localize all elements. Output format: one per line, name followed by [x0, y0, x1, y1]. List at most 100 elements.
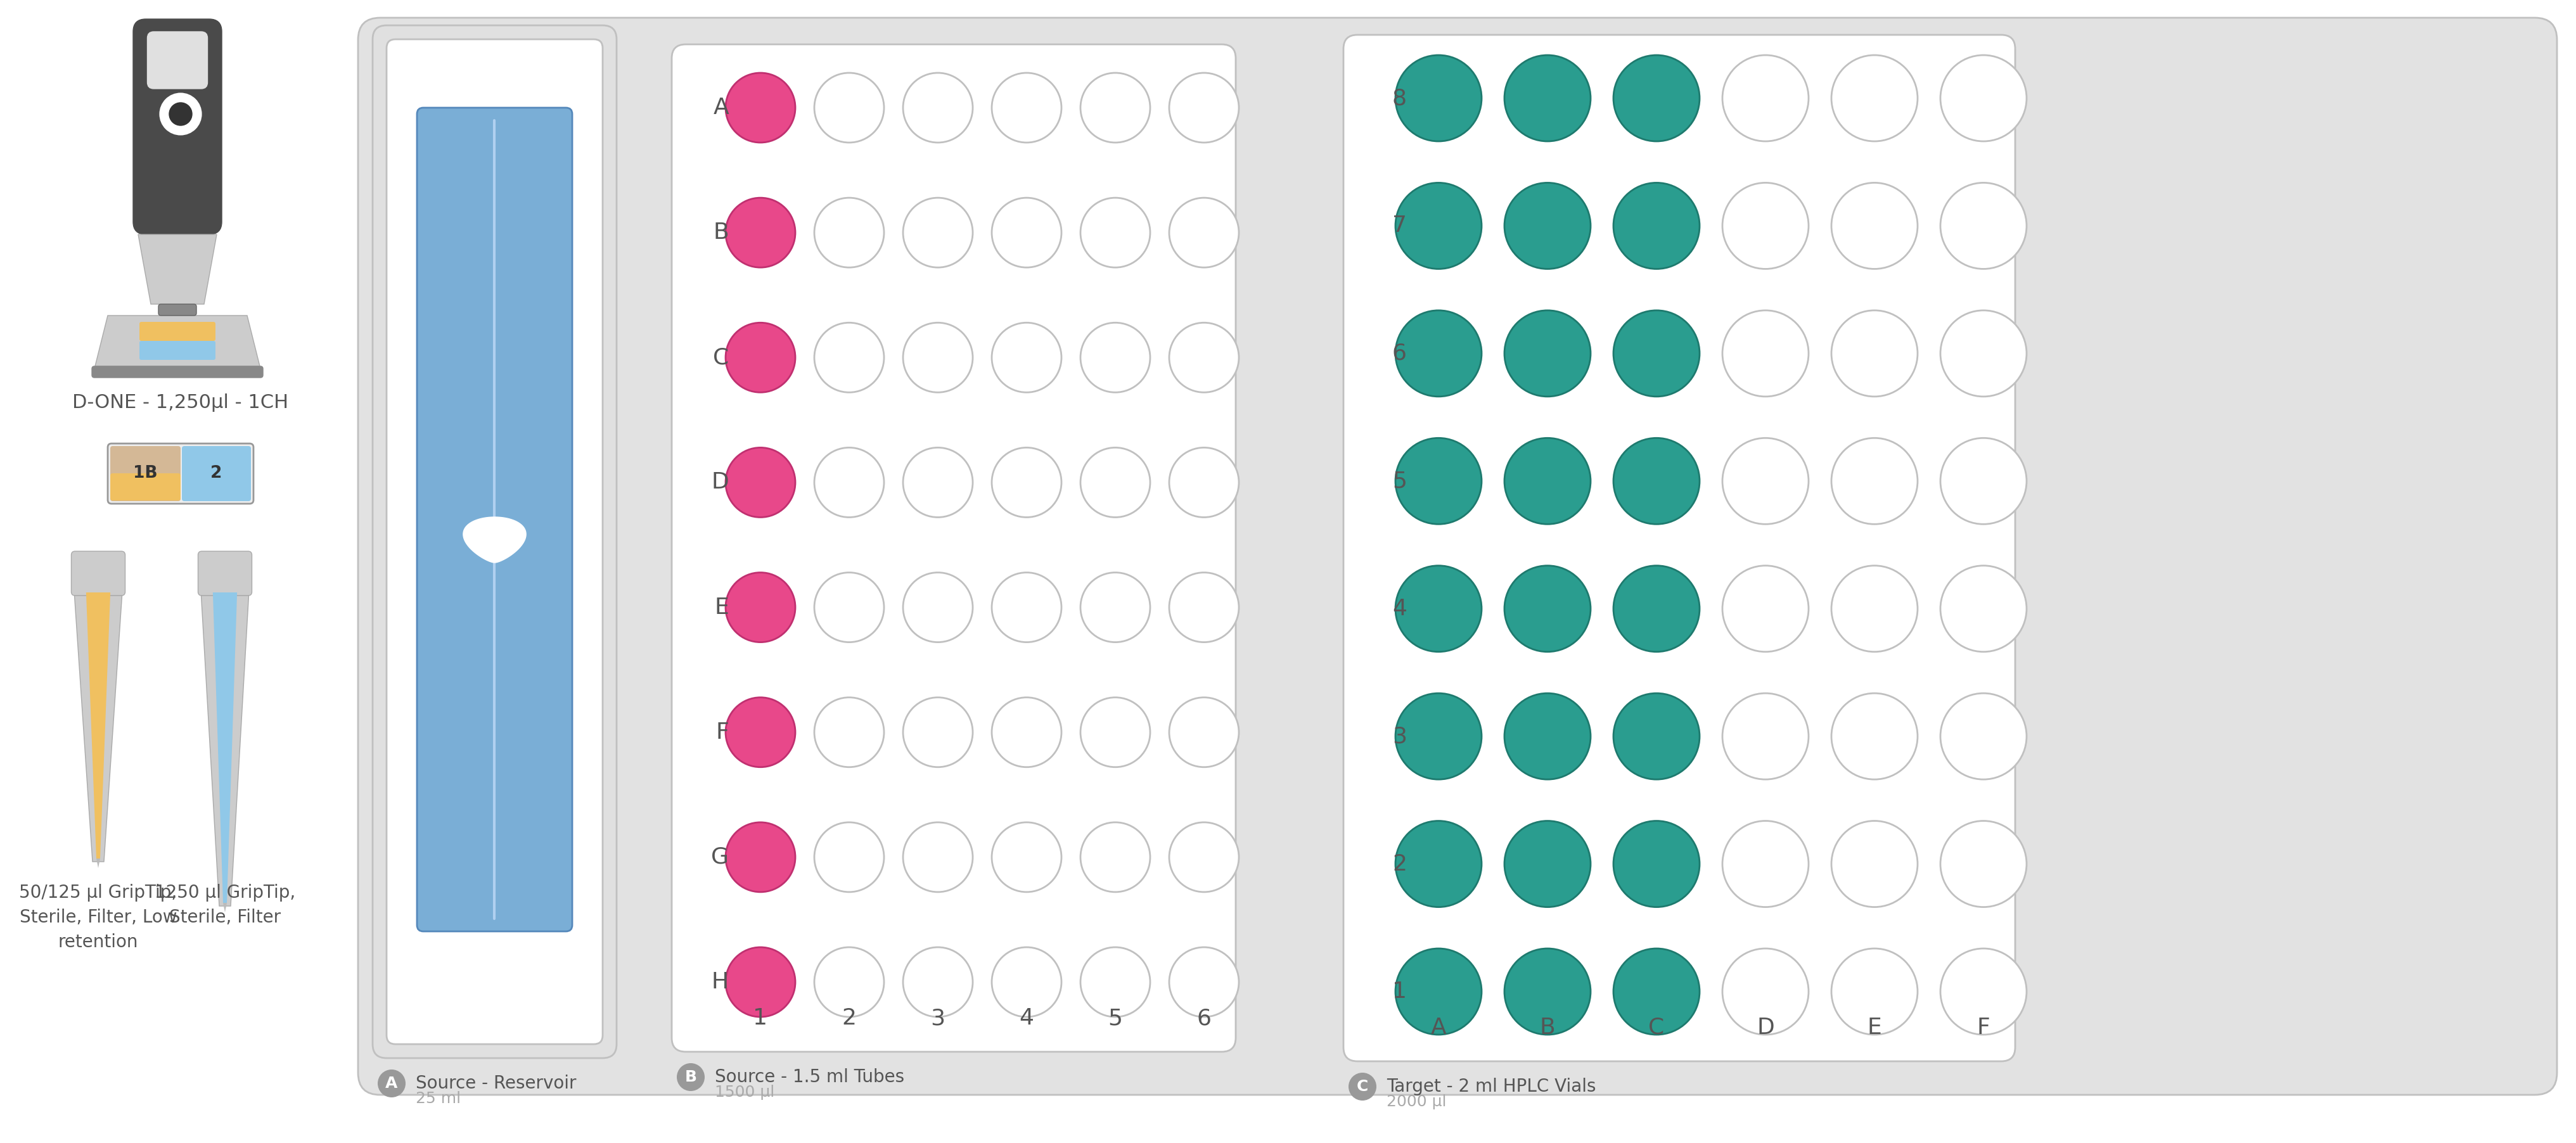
Circle shape [1079, 198, 1149, 267]
Circle shape [992, 198, 1061, 267]
Circle shape [1396, 183, 1481, 269]
Circle shape [1504, 949, 1589, 1034]
Polygon shape [139, 234, 216, 304]
Text: 25 ml: 25 ml [415, 1092, 461, 1106]
Text: 1B: 1B [134, 465, 157, 481]
Circle shape [1613, 821, 1700, 908]
Text: 3: 3 [930, 1007, 945, 1029]
Circle shape [814, 948, 884, 1017]
Text: Target - 2 ml HPLC Vials: Target - 2 ml HPLC Vials [1386, 1078, 1595, 1095]
FancyBboxPatch shape [147, 32, 209, 89]
Circle shape [1832, 311, 1917, 397]
Text: 1500 µl: 1500 µl [714, 1085, 775, 1100]
Text: D-ONE - 1,250µl - 1CH: D-ONE - 1,250µl - 1CH [72, 393, 289, 411]
Circle shape [1170, 573, 1239, 642]
Polygon shape [224, 903, 227, 912]
Text: F: F [1976, 1017, 1989, 1039]
Circle shape [1613, 183, 1700, 269]
Circle shape [1832, 694, 1917, 780]
Circle shape [1079, 573, 1149, 642]
FancyBboxPatch shape [183, 446, 250, 501]
Circle shape [992, 822, 1061, 892]
Circle shape [1079, 948, 1149, 1017]
FancyBboxPatch shape [157, 304, 196, 315]
Circle shape [1396, 949, 1481, 1034]
Circle shape [1504, 438, 1589, 525]
Circle shape [1940, 694, 2027, 780]
Circle shape [379, 1070, 404, 1097]
Circle shape [1613, 55, 1700, 142]
Text: Source - 1.5 ml Tubes: Source - 1.5 ml Tubes [714, 1069, 904, 1086]
Text: A: A [714, 97, 729, 119]
Polygon shape [214, 592, 237, 903]
Circle shape [902, 573, 974, 642]
Circle shape [157, 91, 204, 136]
Circle shape [1396, 55, 1481, 142]
Circle shape [1079, 822, 1149, 892]
Circle shape [1504, 311, 1589, 397]
Circle shape [1170, 822, 1239, 892]
Circle shape [726, 948, 796, 1017]
FancyBboxPatch shape [111, 446, 180, 501]
Circle shape [814, 448, 884, 518]
Text: 7: 7 [1391, 215, 1406, 237]
Circle shape [902, 322, 974, 392]
Circle shape [1832, 566, 1917, 652]
Circle shape [1721, 55, 1808, 142]
Circle shape [1504, 821, 1589, 908]
Circle shape [1504, 566, 1589, 652]
Text: C: C [1649, 1017, 1664, 1039]
Circle shape [814, 697, 884, 767]
Circle shape [1940, 566, 2027, 652]
FancyBboxPatch shape [1342, 34, 2014, 1061]
Text: B: B [1540, 1017, 1556, 1039]
FancyBboxPatch shape [111, 473, 180, 501]
Circle shape [1079, 697, 1149, 767]
Circle shape [726, 198, 796, 267]
Circle shape [1940, 183, 2027, 269]
FancyBboxPatch shape [198, 551, 252, 596]
Circle shape [992, 73, 1061, 143]
FancyBboxPatch shape [672, 45, 1236, 1052]
Circle shape [1613, 694, 1700, 780]
Circle shape [1396, 566, 1481, 652]
Circle shape [1396, 438, 1481, 525]
Polygon shape [201, 596, 250, 906]
Text: 5: 5 [1108, 1007, 1123, 1029]
Circle shape [992, 448, 1061, 518]
Text: 1: 1 [752, 1007, 768, 1029]
FancyBboxPatch shape [417, 107, 572, 932]
Circle shape [902, 448, 974, 518]
Circle shape [1613, 311, 1700, 397]
Text: D: D [711, 472, 729, 494]
Text: 2: 2 [1391, 853, 1406, 874]
Circle shape [1613, 438, 1700, 525]
Circle shape [902, 198, 974, 267]
Circle shape [992, 697, 1061, 767]
Circle shape [814, 573, 884, 642]
Circle shape [1832, 183, 1917, 269]
Circle shape [1613, 566, 1700, 652]
Circle shape [1170, 697, 1239, 767]
Text: 4: 4 [1391, 598, 1406, 620]
Circle shape [1396, 311, 1481, 397]
Circle shape [1079, 322, 1149, 392]
Text: A: A [386, 1076, 397, 1092]
Circle shape [992, 322, 1061, 392]
Circle shape [1721, 311, 1808, 397]
FancyBboxPatch shape [72, 551, 126, 596]
Circle shape [1832, 438, 1917, 525]
Circle shape [1832, 821, 1917, 908]
FancyBboxPatch shape [108, 443, 252, 504]
Circle shape [1940, 821, 2027, 908]
Circle shape [677, 1063, 703, 1092]
Circle shape [902, 948, 974, 1017]
Circle shape [170, 103, 193, 126]
Text: 8: 8 [1391, 87, 1406, 109]
Polygon shape [85, 592, 111, 858]
Polygon shape [95, 858, 100, 868]
Circle shape [814, 822, 884, 892]
Circle shape [1721, 566, 1808, 652]
Text: D: D [1757, 1017, 1775, 1039]
Circle shape [726, 822, 796, 892]
